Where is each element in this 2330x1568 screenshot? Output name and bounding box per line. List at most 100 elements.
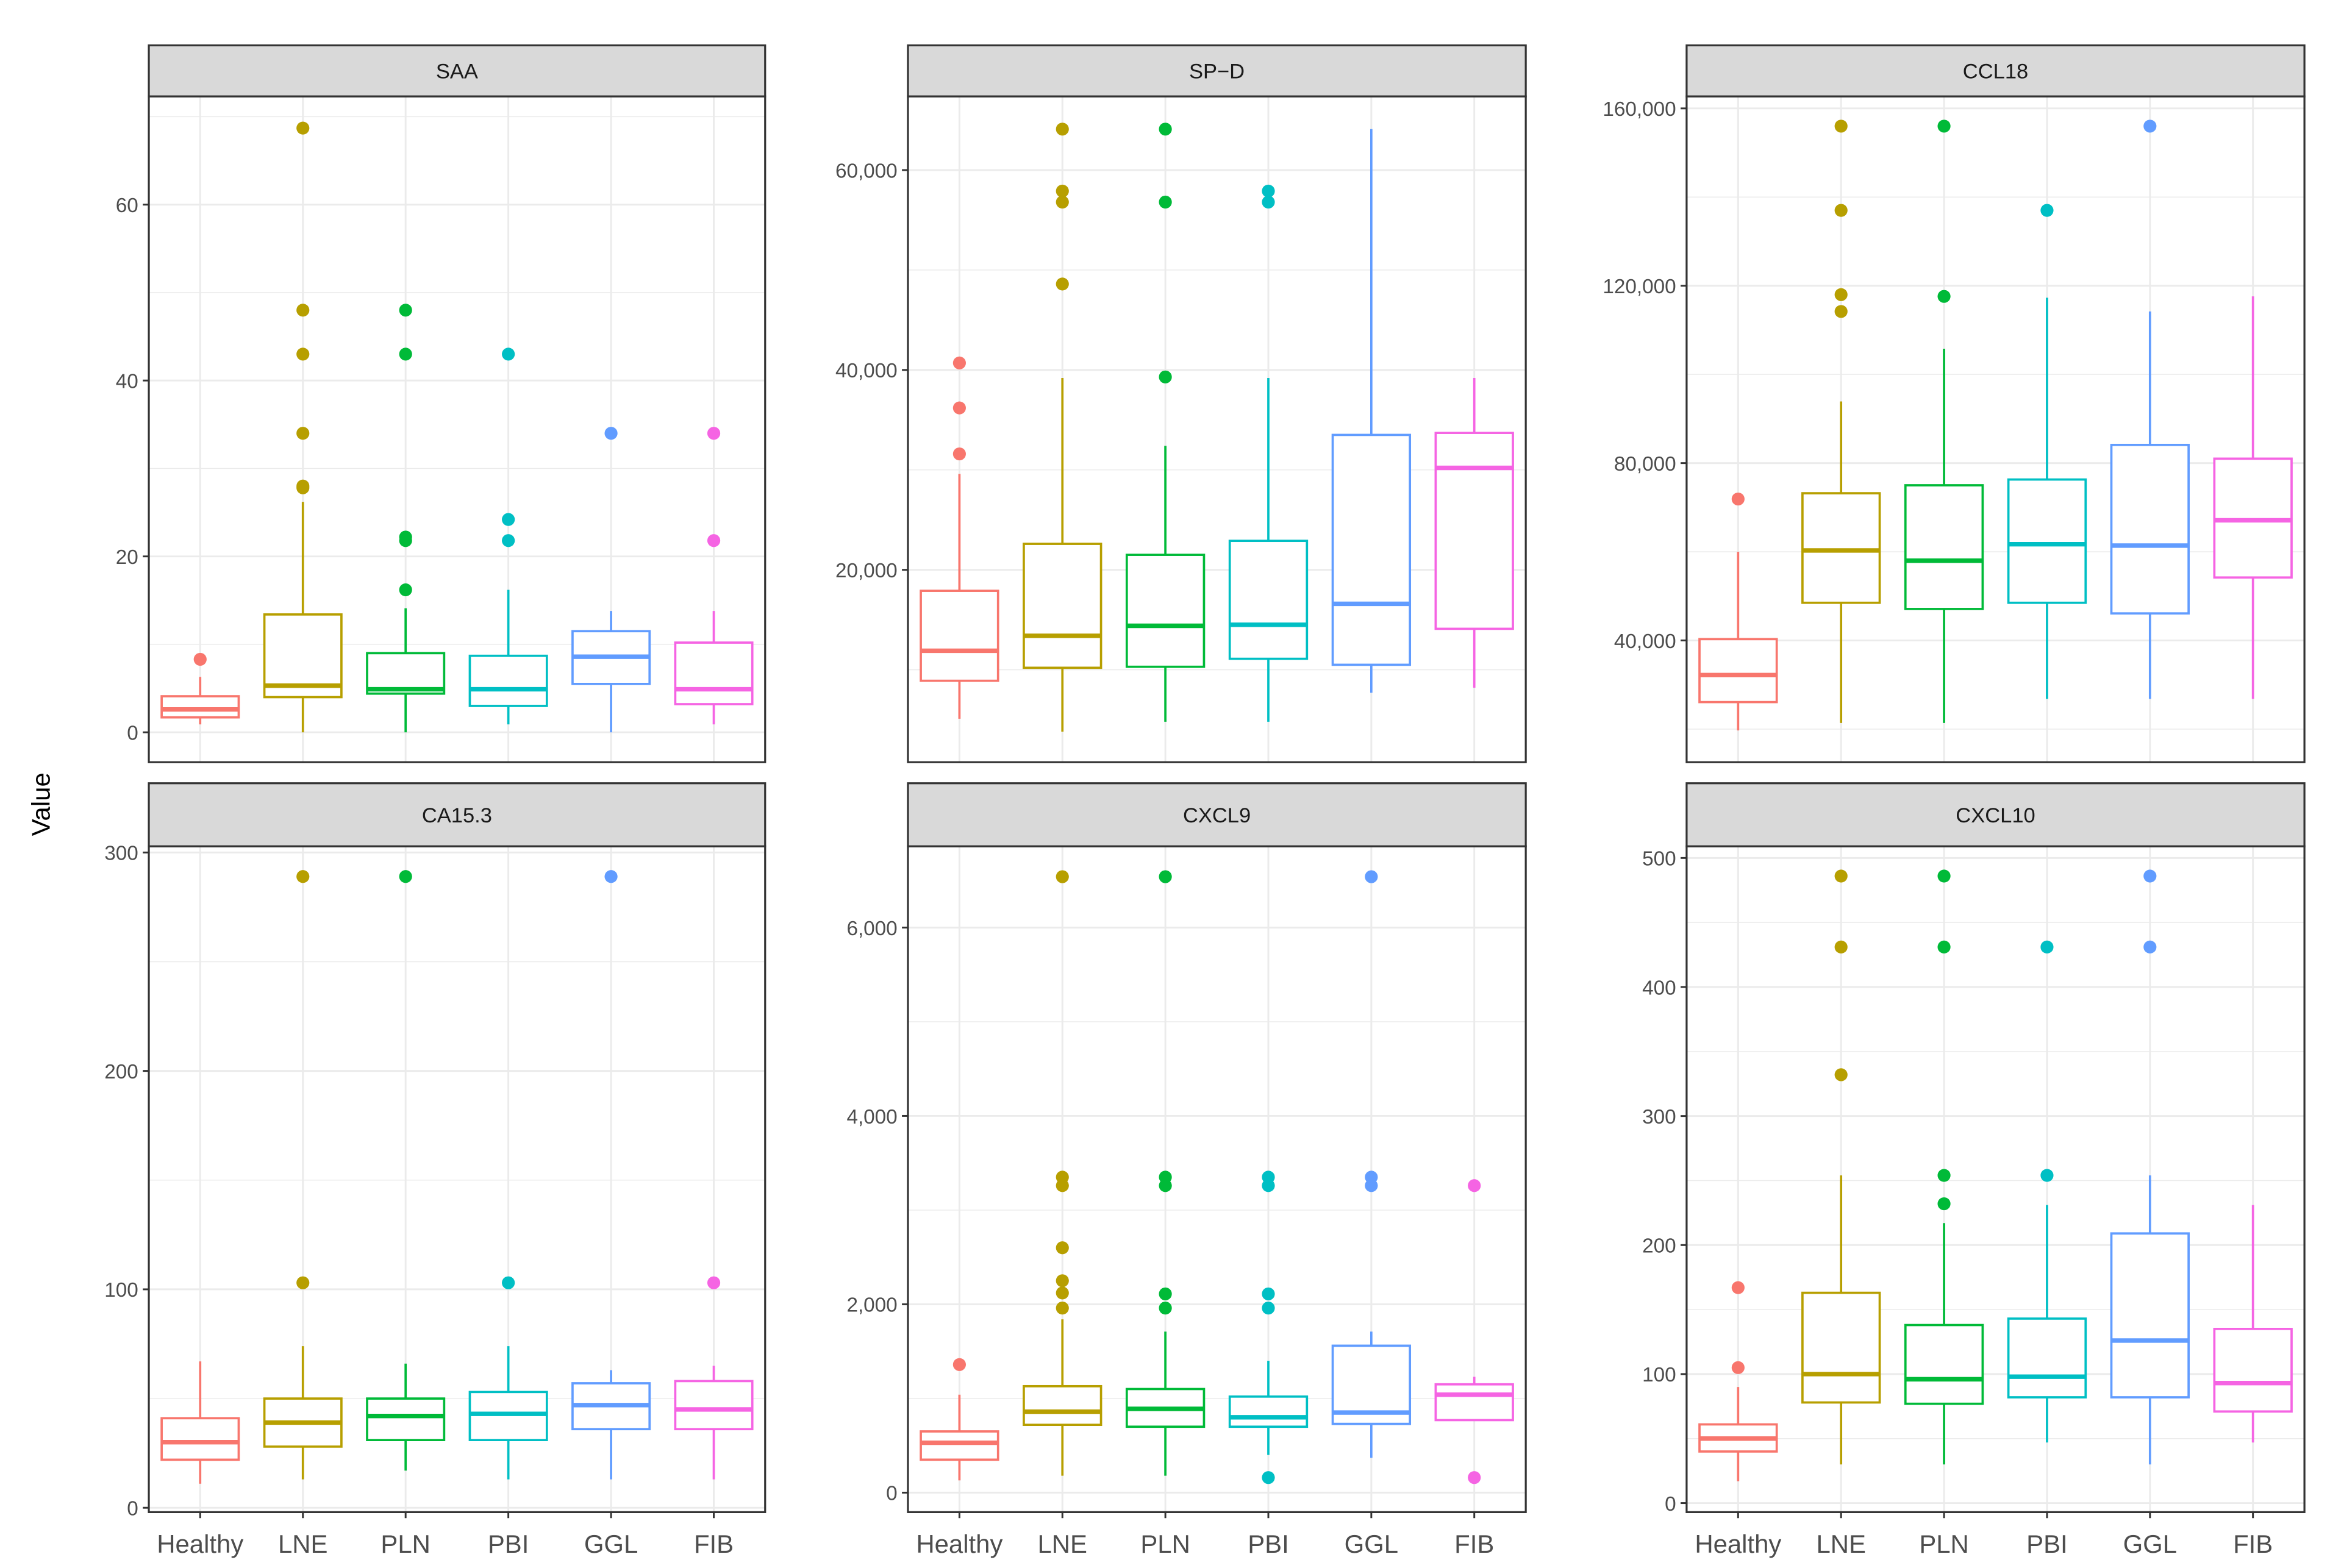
facet-strip — [148, 44, 767, 98]
facet-title: CXCL9 — [1183, 804, 1251, 827]
outlier-point — [399, 870, 412, 883]
x-tick-label: LNE — [1816, 1530, 1865, 1558]
outlier-point — [1731, 1281, 1745, 1294]
outlier-point — [1159, 1287, 1172, 1301]
outlier-point — [1262, 1171, 1275, 1184]
box-iqr — [1331, 433, 1412, 666]
outlier-point — [1834, 869, 1848, 883]
outlier-point — [1365, 870, 1378, 883]
outlier-point — [1159, 1171, 1172, 1184]
y-tick-label: 300 — [104, 843, 138, 865]
outlier-point — [1056, 870, 1069, 883]
box-pbi — [1228, 1171, 1309, 1484]
x-tick-label: Healthy — [1695, 1530, 1781, 1558]
outlier-point — [1937, 869, 1951, 883]
box-healthy — [920, 356, 999, 719]
box-iqr — [674, 1380, 754, 1431]
box-iqr — [263, 613, 343, 699]
outlier-point — [1056, 1301, 1069, 1315]
x-tick-label: Healthy — [157, 1530, 243, 1558]
plot-area — [1686, 846, 2305, 1513]
y-tick-label: 200 — [1642, 1235, 1676, 1258]
box-iqr — [1904, 1324, 1984, 1405]
outlier-point — [604, 427, 618, 440]
box-fib — [2213, 296, 2293, 699]
outlier-point — [2143, 869, 2157, 883]
y-tick-label: 160,000 — [1603, 98, 1676, 121]
box-iqr — [1434, 432, 1514, 630]
outlier-point — [1056, 123, 1069, 136]
outlier-point — [1056, 1286, 1069, 1300]
box-fib — [1434, 1179, 1514, 1484]
box-lne — [1801, 119, 1881, 723]
box-pbi — [468, 1276, 548, 1480]
x-tick-label: PLN — [381, 1530, 431, 1558]
y-tick-label: 100 — [1642, 1364, 1676, 1386]
outlier-point — [296, 870, 310, 883]
panel-border — [907, 95, 1527, 763]
x-tick-label: GGL — [1345, 1530, 1398, 1558]
x-tick-label: Healthy — [916, 1530, 1002, 1558]
outlier-point — [1262, 1287, 1275, 1301]
x-tick-label: PLN — [1140, 1530, 1190, 1558]
box-pbi — [468, 347, 548, 725]
y-tick-label: 80,000 — [1614, 453, 1676, 476]
outlier-point — [1468, 1471, 1481, 1484]
outlier-point — [952, 1358, 966, 1371]
box-iqr — [920, 590, 999, 682]
box-fib — [1434, 377, 1514, 688]
outlier-point — [1937, 1197, 1951, 1211]
box-ggl — [1331, 129, 1412, 693]
y-tick-label: 6,000 — [846, 918, 897, 940]
outlier-point — [1159, 195, 1172, 209]
facet-strip — [907, 782, 1527, 847]
y-tick-label: 500 — [1642, 848, 1676, 871]
facet-title: SP−D — [1189, 60, 1245, 84]
x-tick-label: LNE — [1038, 1530, 1088, 1558]
box-lne — [263, 121, 343, 733]
y-tick-label: 200 — [104, 1061, 138, 1083]
x-tick-label: LNE — [278, 1530, 327, 1558]
box-iqr — [1125, 554, 1206, 668]
box-pln — [1125, 870, 1206, 1476]
outlier-point — [952, 356, 966, 369]
outlier-point — [2143, 119, 2157, 133]
outlier-point — [399, 583, 412, 597]
box-iqr — [160, 1417, 240, 1461]
outlier-point — [1056, 1274, 1069, 1288]
x-tick-label: PLN — [1919, 1530, 1968, 1558]
box-iqr — [1904, 484, 1984, 610]
facet-panel-cxcl10: CXCL10 0 100 200 300 400 500 Healthy LNE PLN PBI GG… — [1642, 782, 2306, 1558]
box-iqr — [1023, 543, 1102, 669]
box-pbi — [1228, 184, 1309, 722]
box-pln — [1125, 123, 1206, 722]
box-iqr — [1801, 1291, 1881, 1404]
outlier-point — [1056, 184, 1069, 198]
facet-strip — [907, 44, 1527, 98]
plot-area — [149, 846, 765, 1513]
outlier-point — [296, 427, 310, 440]
outlier-point — [296, 479, 310, 493]
box-iqr — [160, 695, 240, 719]
panel-border — [148, 845, 767, 1513]
box-pln — [1904, 119, 1984, 723]
outlier-point — [1937, 1169, 1951, 1182]
outlier-point — [502, 513, 515, 526]
outlier-point — [296, 121, 310, 135]
box-pln — [366, 304, 446, 733]
x-tick-label: FIB — [2233, 1530, 2273, 1558]
outlier-point — [1159, 1301, 1172, 1315]
facet-panel-ca15-3: CA15.3 0 100 200 300 Healthy LNE PLN PBI GGL FIB — [104, 782, 767, 1558]
outlier-point — [1262, 195, 1275, 209]
box-iqr — [1801, 492, 1881, 604]
outlier-point — [1834, 288, 1848, 301]
box-ggl — [2110, 119, 2190, 699]
outlier-point — [502, 534, 515, 547]
outlier-point — [952, 447, 966, 461]
facet-panel-saa: SAA 0 20 40 60 — [116, 44, 767, 763]
y-tick-label: 400 — [1642, 977, 1676, 999]
facet-panel-ccl18: CCL18 40,000 80,000 120,000 160,000 — [1603, 44, 2306, 763]
outlier-point — [2040, 1169, 2054, 1182]
box-fib — [674, 1276, 754, 1480]
